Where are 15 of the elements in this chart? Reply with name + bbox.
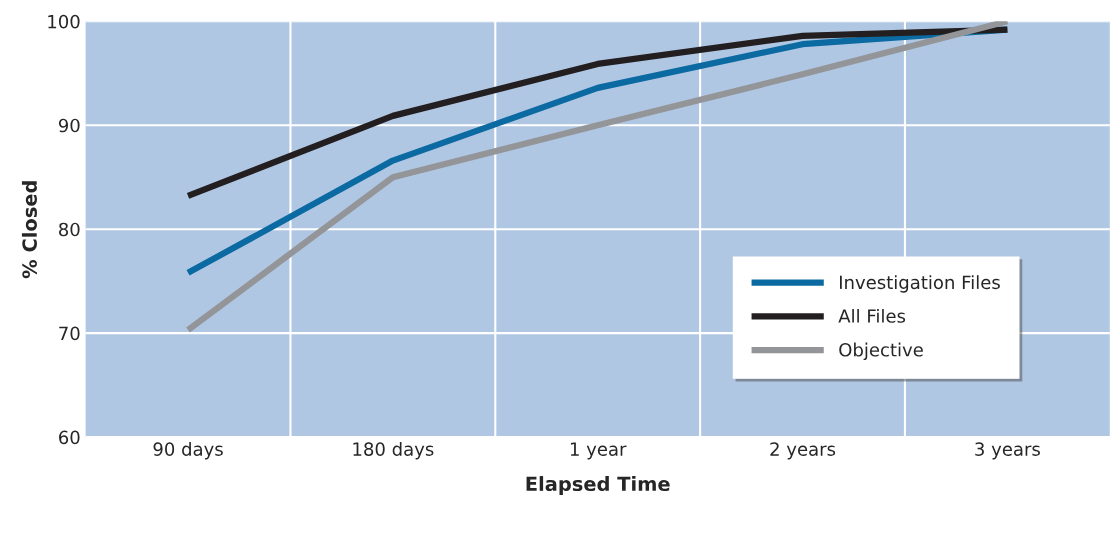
y-tick-label: 70 (59, 326, 80, 341)
x-tick-label: 180 days (353, 441, 434, 460)
legend-label: Investigation Files (839, 275, 1000, 293)
y-axis-title: % Closed (21, 181, 37, 279)
x-tick-label: 2 years (770, 442, 836, 460)
legend-label: All Files (838, 308, 906, 323)
x-axis-title: Elapsed Time (526, 476, 670, 495)
y-tick-label: 90 (58, 118, 80, 133)
legend-label: Objective (839, 342, 923, 361)
y-tick-label: 60 (59, 430, 80, 445)
y-tick-label: 80 (59, 222, 80, 237)
x-tick-label: 3 years (975, 442, 1040, 460)
x-tick-label: 90 days (153, 441, 223, 460)
y-tick-label: 100 (48, 14, 80, 29)
x-tick-label: 1 year (570, 442, 627, 460)
